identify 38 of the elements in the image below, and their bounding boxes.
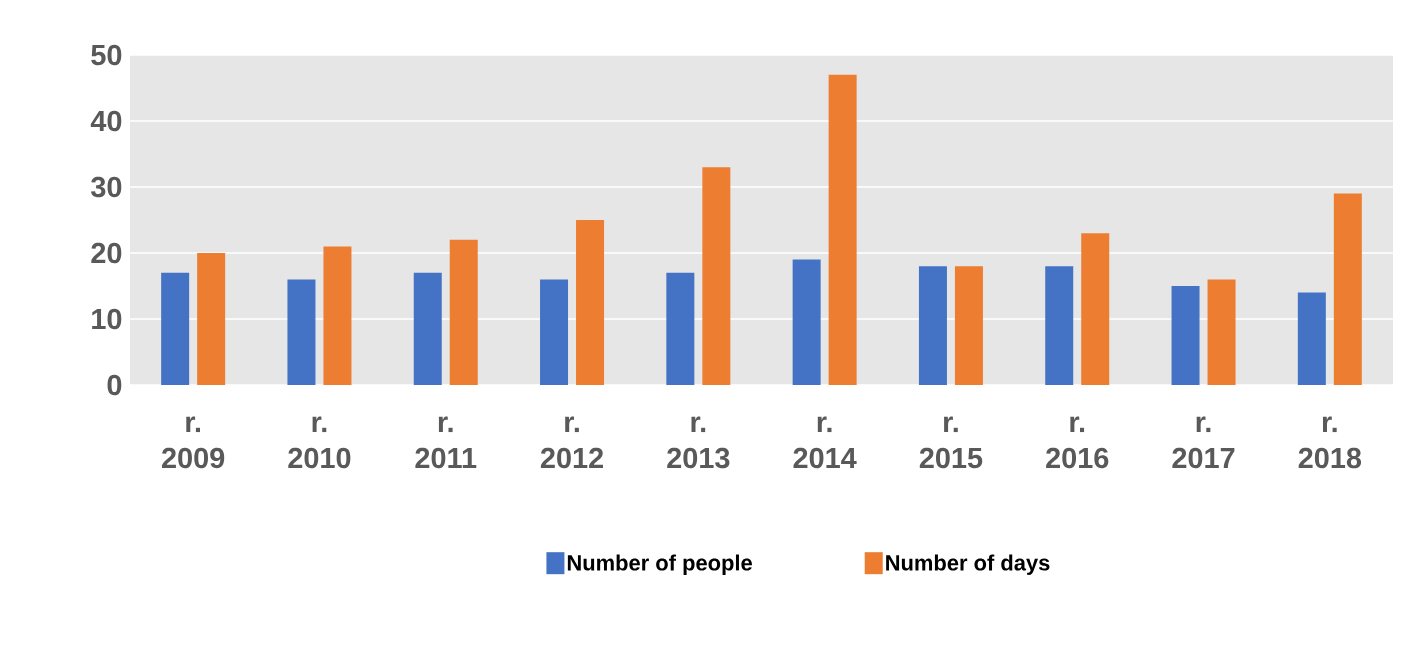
bar	[1333, 193, 1362, 385]
x-tick-label: r. 2009	[162, 416, 225, 469]
bar	[1171, 286, 1200, 385]
bar	[1045, 266, 1074, 385]
bar	[1081, 233, 1110, 385]
legend-label: Number of days	[886, 554, 1050, 575]
bar	[323, 246, 352, 385]
y-tick-label: 20	[91, 242, 122, 264]
bar	[540, 279, 569, 385]
x-tick-label: r. 2017	[1172, 416, 1235, 469]
bar	[828, 74, 857, 385]
bar	[413, 272, 442, 385]
bar	[161, 272, 190, 385]
x-tick-label: r. 2015	[919, 416, 983, 469]
x-tick-label: r. 2012	[540, 416, 603, 469]
bar	[287, 279, 316, 385]
bar	[792, 259, 821, 385]
x-tick-label: r. 2016	[1046, 416, 1109, 469]
bar	[197, 253, 226, 385]
x-tick-label: r. 2018	[1298, 416, 1362, 469]
x-tick-label: r. 2011	[415, 416, 477, 469]
bar	[954, 266, 983, 385]
y-tick-label: 40	[90, 110, 122, 132]
bar	[576, 220, 605, 385]
x-tick-label: r. 2014	[793, 416, 857, 469]
bar	[1207, 279, 1236, 385]
y-tick-label: 10	[92, 308, 122, 330]
x-tick-label: r. 2013	[667, 416, 730, 469]
bar	[449, 239, 478, 385]
bar	[918, 266, 947, 385]
x-tick-label: r. 2010	[288, 416, 351, 469]
legend-label: Number of people	[567, 554, 752, 575]
y-tick-label: 0	[107, 374, 122, 396]
y-tick-label: 50	[91, 44, 122, 66]
bar	[666, 272, 695, 385]
bar	[702, 167, 731, 385]
bar	[1297, 292, 1326, 385]
y-tick-label: 30	[91, 176, 122, 198]
